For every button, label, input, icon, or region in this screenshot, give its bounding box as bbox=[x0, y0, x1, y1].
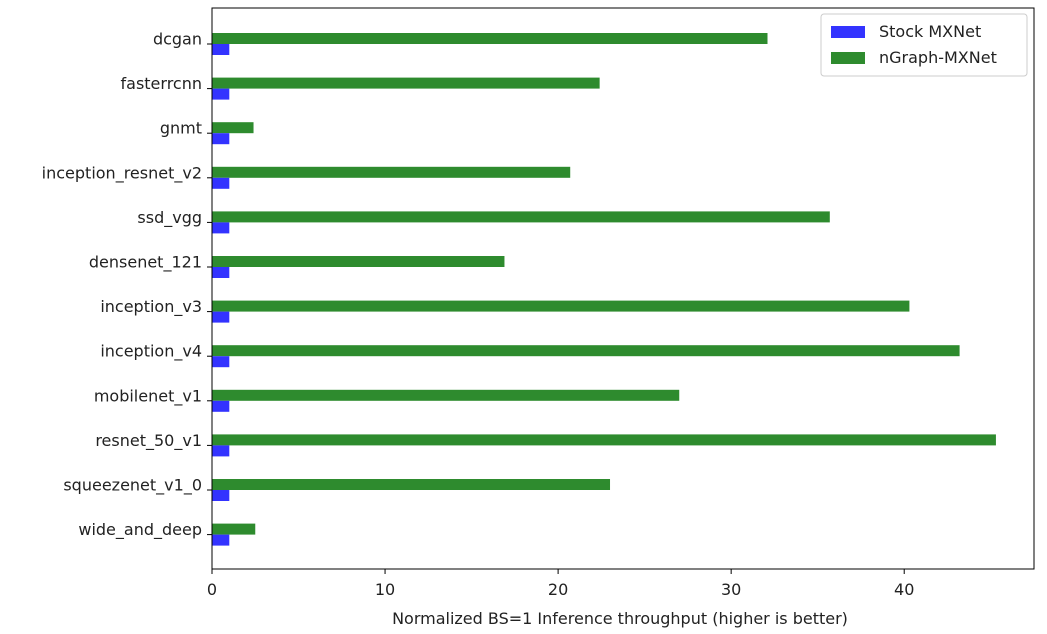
y-tick-label: inception_v4 bbox=[100, 342, 202, 362]
bar-stock-gnmt bbox=[212, 133, 230, 145]
bar-stock-mobilenet_v1 bbox=[212, 400, 230, 412]
bar-stock-ssd_vgg bbox=[212, 222, 230, 234]
bar-ngraph-squeezenet_v1_0 bbox=[212, 479, 611, 490]
bar-ngraph-densenet_121 bbox=[212, 256, 505, 267]
plot-frame bbox=[211, 7, 1035, 570]
bar-stock-inception_v3 bbox=[212, 311, 230, 323]
x-tick-label: 30 bbox=[721, 580, 741, 599]
legend-box bbox=[820, 13, 1028, 77]
x-tick-label: 0 bbox=[207, 580, 217, 599]
bar-stock-squeezenet_v1_0 bbox=[212, 490, 230, 501]
x-axis-ticks: 0 10 20 30 40 bbox=[207, 569, 914, 599]
bar-stock-resnet_50_v1 bbox=[212, 445, 230, 457]
bar-ngraph-mobilenet_v1 bbox=[212, 389, 680, 401]
bar-ngraph-fasterrcnn bbox=[212, 77, 600, 89]
bar-ngraph-wide_and_deep bbox=[212, 523, 256, 535]
y-tick-label: densenet_121 bbox=[89, 253, 202, 273]
bar-ngraph-inception_v3 bbox=[212, 300, 910, 312]
y-tick-label: gnmt bbox=[160, 119, 202, 138]
bar-ngraph-gnmt bbox=[212, 122, 254, 134]
x-axis-title: Normalized BS=1 Inference throughput (hi… bbox=[392, 609, 848, 628]
legend: Stock MXNet nGraph-MXNet bbox=[820, 13, 1028, 77]
x-tick-label: 40 bbox=[894, 580, 914, 599]
bar-stock-wide_and_deep bbox=[212, 534, 230, 546]
bar-ngraph-dcgan bbox=[212, 33, 768, 44]
bars-group bbox=[212, 33, 996, 546]
y-tick-label: inception_v3 bbox=[100, 297, 202, 317]
legend-label: nGraph-MXNet bbox=[879, 48, 997, 67]
bar-ngraph-inception_v4 bbox=[212, 345, 960, 357]
bar-ngraph-ssd_vgg bbox=[212, 211, 830, 223]
y-tick-label: wide_and_deep bbox=[78, 520, 202, 540]
legend-label: Stock MXNet bbox=[879, 22, 981, 41]
y-tick-label: inception_resnet_v2 bbox=[42, 163, 202, 183]
bar-ngraph-resnet_50_v1 bbox=[212, 434, 996, 446]
legend-swatch bbox=[831, 26, 865, 38]
x-tick-label: 10 bbox=[375, 580, 395, 599]
y-tick-label: fasterrcnn bbox=[121, 74, 203, 93]
y-axis-ticks: dcgan fasterrcnn gnmt inception_resnet_v2ss… bbox=[42, 30, 212, 540]
y-tick-label: dcgan bbox=[153, 30, 202, 49]
bar-stock-dcgan bbox=[212, 44, 230, 55]
y-tick-label: squeezenet_v1_0 bbox=[63, 476, 202, 496]
bar-stock-inception_v4 bbox=[212, 356, 230, 368]
x-tick-label: 20 bbox=[548, 580, 568, 599]
legend-swatch bbox=[831, 52, 865, 64]
bar-stock-fasterrcnn bbox=[212, 88, 230, 100]
bar-stock-inception_resnet_v2 bbox=[212, 177, 230, 189]
bar-stock-densenet_121 bbox=[212, 267, 230, 278]
bar-ngraph-inception_resnet_v2 bbox=[212, 166, 571, 178]
y-tick-label: ssd_vgg bbox=[137, 208, 202, 228]
y-tick-label: resnet_50_v1 bbox=[95, 431, 202, 451]
y-tick-label: mobilenet_v1 bbox=[94, 386, 202, 406]
